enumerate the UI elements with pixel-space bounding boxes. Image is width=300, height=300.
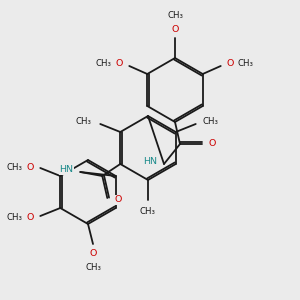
- Text: O: O: [226, 59, 233, 68]
- Text: O: O: [171, 25, 179, 34]
- Text: O: O: [208, 140, 216, 148]
- Text: CH₃: CH₃: [238, 59, 254, 68]
- Text: HN: HN: [59, 166, 73, 175]
- Text: O: O: [27, 212, 34, 221]
- Text: CH₃: CH₃: [140, 208, 156, 217]
- Text: CH₃: CH₃: [167, 11, 183, 20]
- Text: CH₃: CH₃: [85, 263, 101, 272]
- Text: O: O: [27, 163, 34, 172]
- Text: CH₃: CH₃: [75, 118, 91, 127]
- Text: O: O: [89, 250, 97, 259]
- Text: O: O: [115, 196, 122, 205]
- Text: HN: HN: [143, 158, 157, 166]
- Text: O: O: [116, 59, 123, 68]
- Text: CH₃: CH₃: [203, 118, 219, 127]
- Text: CH₃: CH₃: [95, 59, 111, 68]
- Text: CH₃: CH₃: [6, 163, 22, 172]
- Text: CH₃: CH₃: [6, 212, 22, 221]
